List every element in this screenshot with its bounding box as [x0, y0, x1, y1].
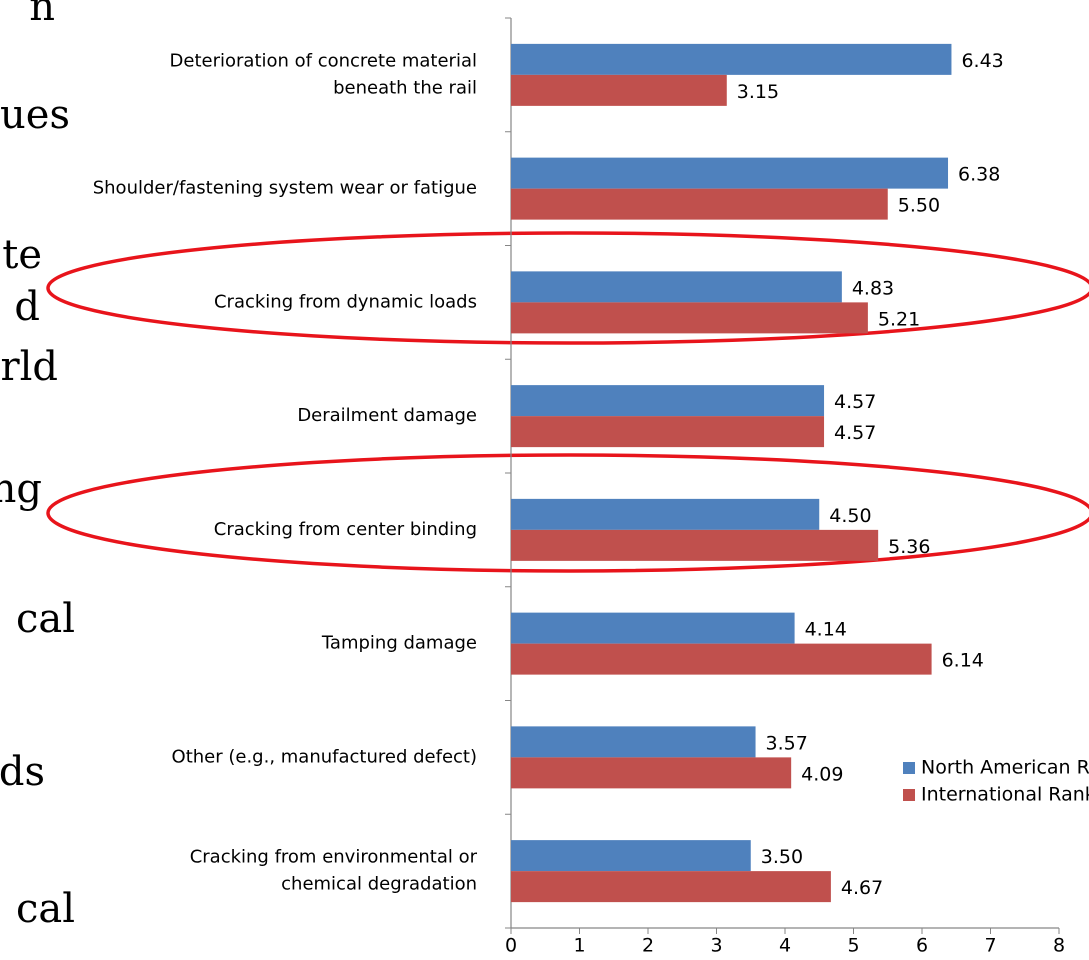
bar [511, 840, 751, 872]
slide-text-fragment: te [2, 232, 42, 278]
slide-text-fragment: ng [0, 466, 42, 512]
bar [511, 271, 842, 303]
value-label: 3.15 [737, 81, 779, 103]
legend-label: North American Rank [921, 757, 1089, 779]
slide-text-fragment: ues [0, 92, 70, 138]
category-label: Cracking from dynamic loads [214, 291, 477, 312]
bar [511, 612, 795, 644]
category-label: Other (e.g., manufactured defect) [172, 746, 477, 767]
legend-label: International Rank [921, 784, 1089, 806]
value-label: 4.57 [834, 422, 876, 444]
bar [511, 385, 825, 417]
x-tick-label: 8 [1053, 935, 1065, 957]
slide-text-fragment: ds [0, 749, 45, 795]
value-label: 3.57 [766, 732, 808, 754]
slide-text-fragment: d [14, 284, 40, 330]
value-label: 6.43 [961, 50, 1003, 72]
value-label: 4.67 [841, 877, 883, 899]
x-tick-label: 3 [710, 935, 722, 957]
value-label: 4.09 [801, 763, 843, 785]
slide-text-fragment: n [29, 0, 55, 30]
slide-text-fragment: rld [0, 344, 58, 390]
value-label: 5.50 [898, 195, 940, 217]
x-tick-label: 0 [505, 935, 517, 957]
legend-swatch [903, 762, 915, 774]
category-label: beneath the rail [333, 77, 477, 98]
value-label: 4.50 [829, 505, 871, 527]
bar [511, 529, 879, 561]
bar [511, 74, 727, 106]
value-label: 6.38 [958, 164, 1000, 186]
bar [511, 757, 792, 789]
category-label: chemical degradation [281, 874, 477, 895]
highlight-ellipse [46, 453, 1089, 573]
value-label: 4.57 [834, 391, 876, 413]
category-label: Tamping damage [321, 633, 477, 654]
bar [511, 726, 756, 758]
x-tick-label: 5 [847, 935, 859, 957]
bar [511, 871, 831, 903]
category-label: Derailment damage [297, 405, 477, 426]
bar [511, 157, 949, 189]
x-tick-label: 6 [916, 935, 928, 957]
value-label: 4.14 [805, 619, 847, 641]
slide-text-fragment: cal [16, 596, 75, 642]
bar [511, 416, 825, 448]
value-label: 5.21 [878, 308, 920, 330]
bar [511, 643, 932, 675]
legend-swatch [903, 789, 915, 801]
bar [511, 43, 952, 75]
x-tick-label: 7 [984, 935, 996, 957]
value-label: 3.50 [761, 846, 803, 868]
bar [511, 498, 820, 530]
slide-text-fragment: cal [16, 886, 75, 932]
value-label: 4.83 [852, 277, 894, 299]
highlight-ellipse [46, 231, 1089, 345]
slide-text: n ues te d rld ng cal ds cal [0, 0, 75, 932]
bar [511, 188, 888, 220]
value-label: 5.36 [888, 536, 930, 558]
value-label: 6.14 [942, 650, 984, 672]
x-tick-label: 1 [573, 935, 585, 957]
bar [511, 302, 868, 334]
category-label: Shoulder/fastening system wear or fatigu… [93, 178, 477, 199]
category-label: Deterioration of concrete material [170, 50, 477, 71]
x-tick-label: 4 [779, 935, 791, 957]
category-label: Cracking from center binding [214, 519, 477, 540]
category-label: Cracking from environmental or [190, 847, 478, 868]
x-tick-label: 2 [642, 935, 654, 957]
